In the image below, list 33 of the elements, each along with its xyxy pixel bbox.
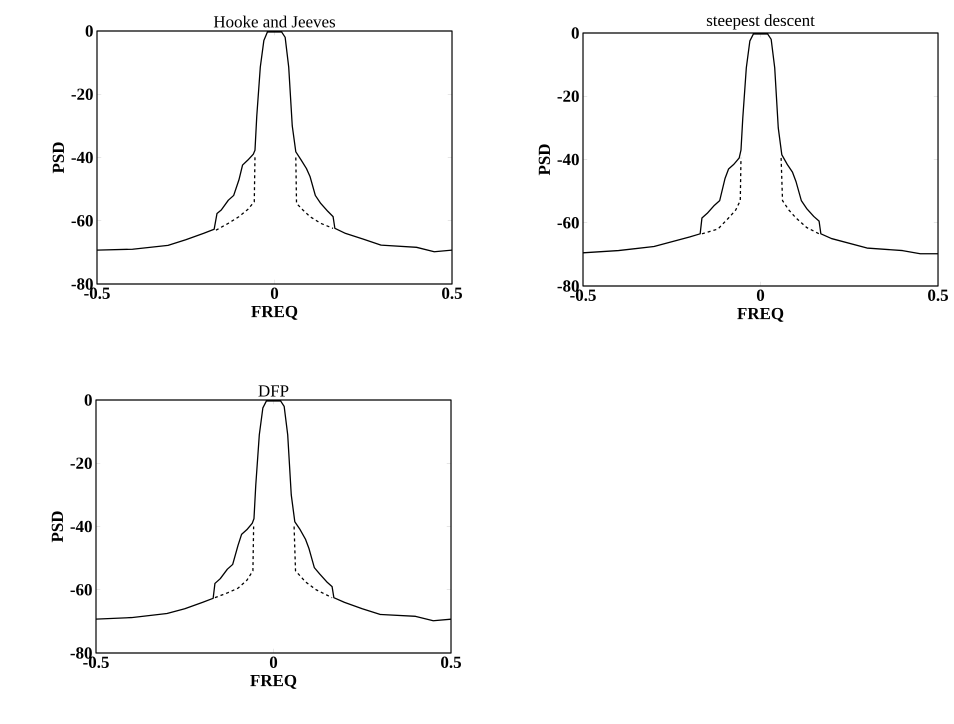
y-tick-label: 0: [572, 27, 579, 39]
y-tick-label: -60: [558, 217, 579, 228]
x-axis-title: FREQ: [250, 674, 296, 689]
y-tick-label: -80: [70, 647, 92, 659]
x-tick-label: -0.5: [84, 288, 110, 300]
y-tick-label: 0: [86, 25, 93, 37]
x-tick-label: 0: [756, 290, 764, 301]
chart-title: steepest descent: [706, 14, 815, 30]
y-tick-label: -40: [70, 520, 92, 532]
x-axis-title: FREQ: [737, 308, 784, 322]
x-axis-title: FREQ: [251, 306, 298, 320]
chart-title: Hooke and Jeeves: [214, 16, 336, 28]
x-tick-label: 0.5: [442, 288, 462, 300]
y-axis-title: PSD: [538, 144, 550, 176]
x-tick-label: -0.5: [83, 656, 109, 668]
x-tick-label: 0: [270, 288, 278, 299]
y-tick-label: -20: [558, 90, 579, 102]
y-tick-label: -60: [72, 215, 93, 226]
y-tick-label: -20: [70, 458, 92, 469]
y-axis-title: PSD: [52, 511, 64, 542]
x-tick-label: -0.5: [570, 290, 596, 302]
chart-title: DFP: [258, 385, 288, 396]
x-tick-label: 0.5: [441, 656, 461, 668]
y-tick-label: -80: [558, 280, 579, 292]
x-tick-label: 0: [270, 656, 278, 668]
y-tick-label: 0: [84, 394, 92, 406]
y-tick-label: -40: [72, 152, 93, 164]
y-tick-label: -60: [70, 584, 92, 596]
x-tick-label: 0.5: [928, 290, 948, 302]
y-axis-title: PSD: [52, 142, 64, 174]
y-tick-label: -40: [558, 154, 579, 166]
y-tick-label: -20: [72, 88, 93, 100]
y-tick-label: -80: [72, 278, 93, 290]
